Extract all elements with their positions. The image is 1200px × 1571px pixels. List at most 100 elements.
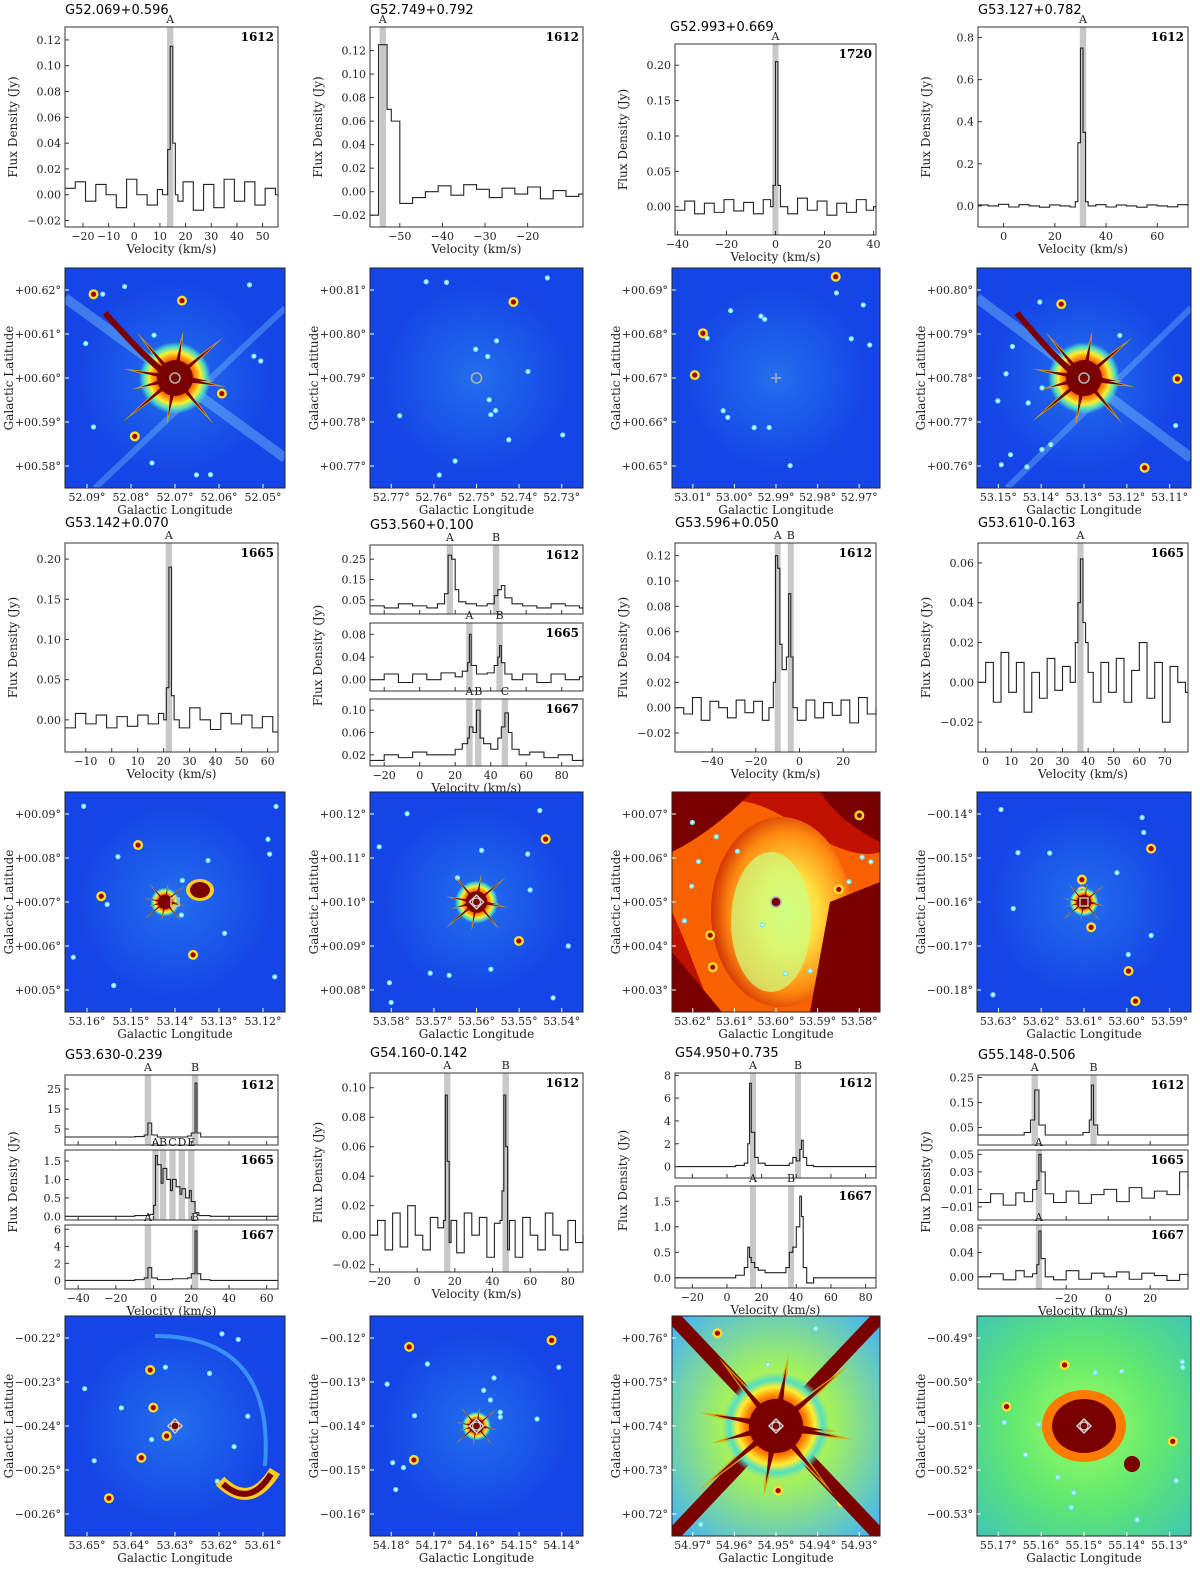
map-g53-127-0-782-xlabel: Galactic Longitude	[1026, 503, 1141, 517]
map-g54-950-0-735-ytick-label: +00.74°	[622, 1420, 668, 1433]
spec2-ylabel: Flux Density (Jy)	[616, 89, 630, 190]
map-g52-069-0-596-target-marker	[169, 372, 181, 384]
map-g52-993-0-669-field-star-core	[767, 426, 771, 429]
map-g53-596-0-050-field-star-core	[683, 919, 686, 922]
spec11-p0-feature-label: A	[1030, 1061, 1040, 1074]
map-g52-069-0-596-jet	[102, 311, 167, 376]
spec3-ytick-label: 0.8	[957, 32, 975, 45]
map-g54-160-0-142-target-marker	[468, 1417, 485, 1435]
map-g52-069-0-596-field-star-core	[101, 292, 104, 296]
spec5-p1-ytick-label: 0.04	[342, 651, 367, 664]
map-g55-148-0-506-field-star-core	[1003, 1421, 1006, 1424]
map-g53-596-0-050-xtick-label: 53.61°	[716, 1015, 753, 1028]
spec8-p2-ytick-label: 4	[54, 1240, 61, 1253]
map-g53-610-0-163-field-star-core	[1016, 851, 1020, 854]
spec3-ytick-label: 0.0	[957, 200, 975, 213]
spec10-p0-frame	[674, 1072, 877, 1179]
spec6-ytick-label: 0.08	[647, 600, 672, 613]
map-g53-127-0-782-field-star-core	[1009, 453, 1012, 456]
spec5-p0-band-a	[446, 545, 454, 614]
map-g53-630-0-239-field-star-core	[236, 1338, 240, 1341]
map-g53-127-0-782-field-star-core	[1174, 424, 1177, 427]
map-g54-950-0-735-xtick-label: 54.95°	[758, 1539, 795, 1552]
map-g55-148-0-506-companion	[1124, 1456, 1140, 1472]
spec9-band-b	[502, 1073, 509, 1272]
spec3-series-line	[978, 47, 1189, 208]
map-g53-630-0-239-field-star-core	[164, 1433, 170, 1439]
map-g52-069-0-596-star-rays-core	[132, 339, 217, 417]
spec7-xtick-label: 70	[1158, 755, 1172, 768]
spec10-p0-ytick-label: 0	[664, 1161, 671, 1174]
spec0-title: G52.069+0.596	[65, 3, 169, 18]
map-g53-142-0-070-xtick-label: 53.12°	[245, 1015, 282, 1028]
spec8-p0-ytick-label: 25	[47, 1083, 61, 1096]
spec6-xtick-label: 20	[836, 755, 850, 768]
map-g52-069-0-596-field-star-core	[259, 359, 262, 363]
map-g53-127-0-782-star-rays-core	[1041, 339, 1126, 417]
map-g53-142-0-070-field-star-core	[98, 893, 104, 899]
spec3-xlabel: Velocity (km/s)	[1037, 242, 1128, 256]
map-g53-610-0-163-field-star-core	[1132, 998, 1139, 1004]
map-g52-069-0-596-xtick-label: 52.07°	[157, 491, 194, 504]
spec8-p2-ytick-label: 2	[54, 1257, 61, 1270]
spec8-xlabel: Velocity (km/s)	[126, 1304, 217, 1318]
map-g55-148-0-506-field-star-core	[1056, 1476, 1059, 1479]
map-g53-596-0-050-field-star-core	[869, 860, 873, 864]
spec11-p2-xtick-label: 20	[1143, 1292, 1157, 1305]
map-g53-630-0-239-xtick-label: 53.62°	[201, 1539, 238, 1552]
map-g53-127-0-782-ytick-label: +00.76°	[927, 460, 973, 473]
map-g52-993-0-669-ytick-label: +00.69°	[622, 284, 668, 297]
map-g52-069-0-596-xtick-label: 52.09°	[69, 491, 106, 504]
map-g53-142-0-070-field-star-core	[112, 984, 115, 987]
map-g52-069-0-596-ylabel: Galactic Latitude	[2, 326, 16, 431]
spec10-p1-xtick-label: 60	[824, 1291, 838, 1304]
map-g53-127-0-782-ytick-label: +00.77°	[927, 416, 973, 429]
map-g55-148-0-506-xtick-label: 55.17°	[980, 1539, 1017, 1552]
spec6-band-a	[774, 543, 781, 752]
map-g53-630-0-239-field-star-core	[138, 1455, 144, 1461]
map-g53-596-0-050-field-star-core	[860, 855, 864, 859]
map-g53-127-0-782-field-star-core	[1011, 345, 1014, 348]
map-g54-160-0-142-ytick-label: −00.12°	[320, 1332, 366, 1345]
spec4-ylabel: Flux Density (Jy)	[6, 597, 20, 698]
spec6-transition-label: 1612	[839, 546, 872, 560]
map-g53-127-0-782-ytick-label: +00.80°	[927, 284, 973, 297]
spec0-xtick-label: 30	[204, 230, 218, 243]
spec0-ytick-label: 0.00	[37, 189, 62, 202]
map-g53-127-0-782: +00.76° +00.77° +00.78° +00.79° +00.80° 53.15…	[914, 267, 1192, 517]
spec9-band-a	[444, 1073, 451, 1272]
spec5-p2-feature-label: A	[464, 685, 474, 698]
map-g53-630-0-239-field-star-core	[120, 1406, 123, 1410]
map-g53-596-0-050-star	[771, 897, 781, 907]
spec9-xlabel: Velocity (km/s)	[431, 1287, 522, 1301]
map-g53-142-0-070-field-star-core	[190, 952, 196, 958]
spec0-ytick-label: 0.12	[37, 34, 62, 47]
spec10-p0-ytick-label: 2	[664, 1138, 671, 1151]
map-g55-148-0-506-xtick-label: 55.16°	[1023, 1539, 1060, 1552]
map-g53-610-0-163-ytick-label: −00.14°	[927, 808, 973, 821]
map-g54-950-0-735-image	[672, 1316, 880, 1536]
spec2-ytick-label: 0.00	[647, 201, 672, 214]
spec6-ytick-label: 0.00	[647, 702, 672, 715]
spec8-p2-series-line	[65, 1230, 278, 1282]
map-g52-069-0-596-ytick-label: +00.60°	[15, 372, 61, 385]
spec8-ylabel: Flux Density (Jy)	[6, 1131, 20, 1232]
spec5-p1-feature-label: A	[464, 609, 474, 622]
map-g53-560-0-100-target-marker	[468, 893, 485, 911]
map-g53-142-0-070-ytick-label: +00.08°	[15, 852, 61, 865]
map-g54-160-0-142-ylabel: Galactic Latitude	[307, 1374, 321, 1479]
spec8-p0-series-line	[65, 1082, 278, 1138]
spec7-xtick-label: 0	[982, 755, 989, 768]
map-g53-560-0-100-xtick-label: 53.58°	[373, 1015, 410, 1028]
spec8-p1-feature-label: B	[159, 1136, 167, 1149]
map-g53-142-0-070-field-star-core	[274, 805, 278, 808]
spec8-p1-transition-label: 1665	[241, 1153, 274, 1167]
spec8-p1-series-line	[65, 1154, 278, 1217]
map-g54-950-0-735-xtick-label: 54.94°	[799, 1539, 836, 1552]
spec9-series-line	[370, 1094, 584, 1258]
map-g53-142-0-070-companion	[190, 882, 210, 898]
map-g52-993-0-669-target-marker	[771, 373, 781, 383]
map-g52-993-0-669-ytick-label: +00.66°	[622, 416, 668, 429]
map-g53-560-0-100-ytick-label: +00.10°	[320, 896, 366, 909]
